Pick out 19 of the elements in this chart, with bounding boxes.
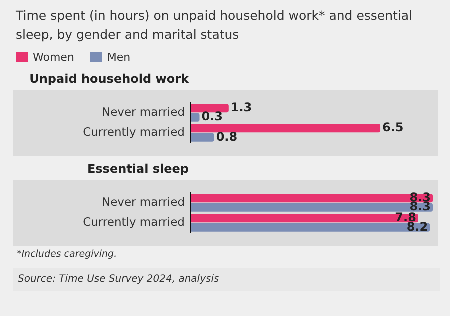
data-label: 0.8: [216, 130, 238, 144]
y-tick-label: Currently married: [83, 215, 185, 230]
chart-title: Essential sleep: [86, 161, 189, 178]
data-label: 0.3: [202, 110, 224, 124]
legend-label: Women: [32, 50, 74, 64]
data-label: 6.5: [382, 120, 404, 135]
source-note: Source: Time Use Survey 2024, analysis: [13, 268, 440, 291]
y-tick-label: Never married: [102, 194, 185, 209]
bar: [191, 113, 200, 122]
bar: [191, 124, 381, 133]
text: *Includes caregiving.: [16, 248, 118, 262]
chart-title: Time spent (in hours) on unpaid household work* and essential sleep, by gender and marital status: [15, 7, 414, 44]
chart-subtitle: Unpaid household work: [28, 71, 189, 88]
y-tick-label: Never married: [102, 104, 185, 119]
data-label: 1.3: [230, 100, 252, 114]
legend-label: Men: [106, 50, 131, 64]
y-tick-label: Currently married: [83, 125, 185, 140]
bar: [191, 104, 229, 113]
bar: [191, 133, 214, 142]
